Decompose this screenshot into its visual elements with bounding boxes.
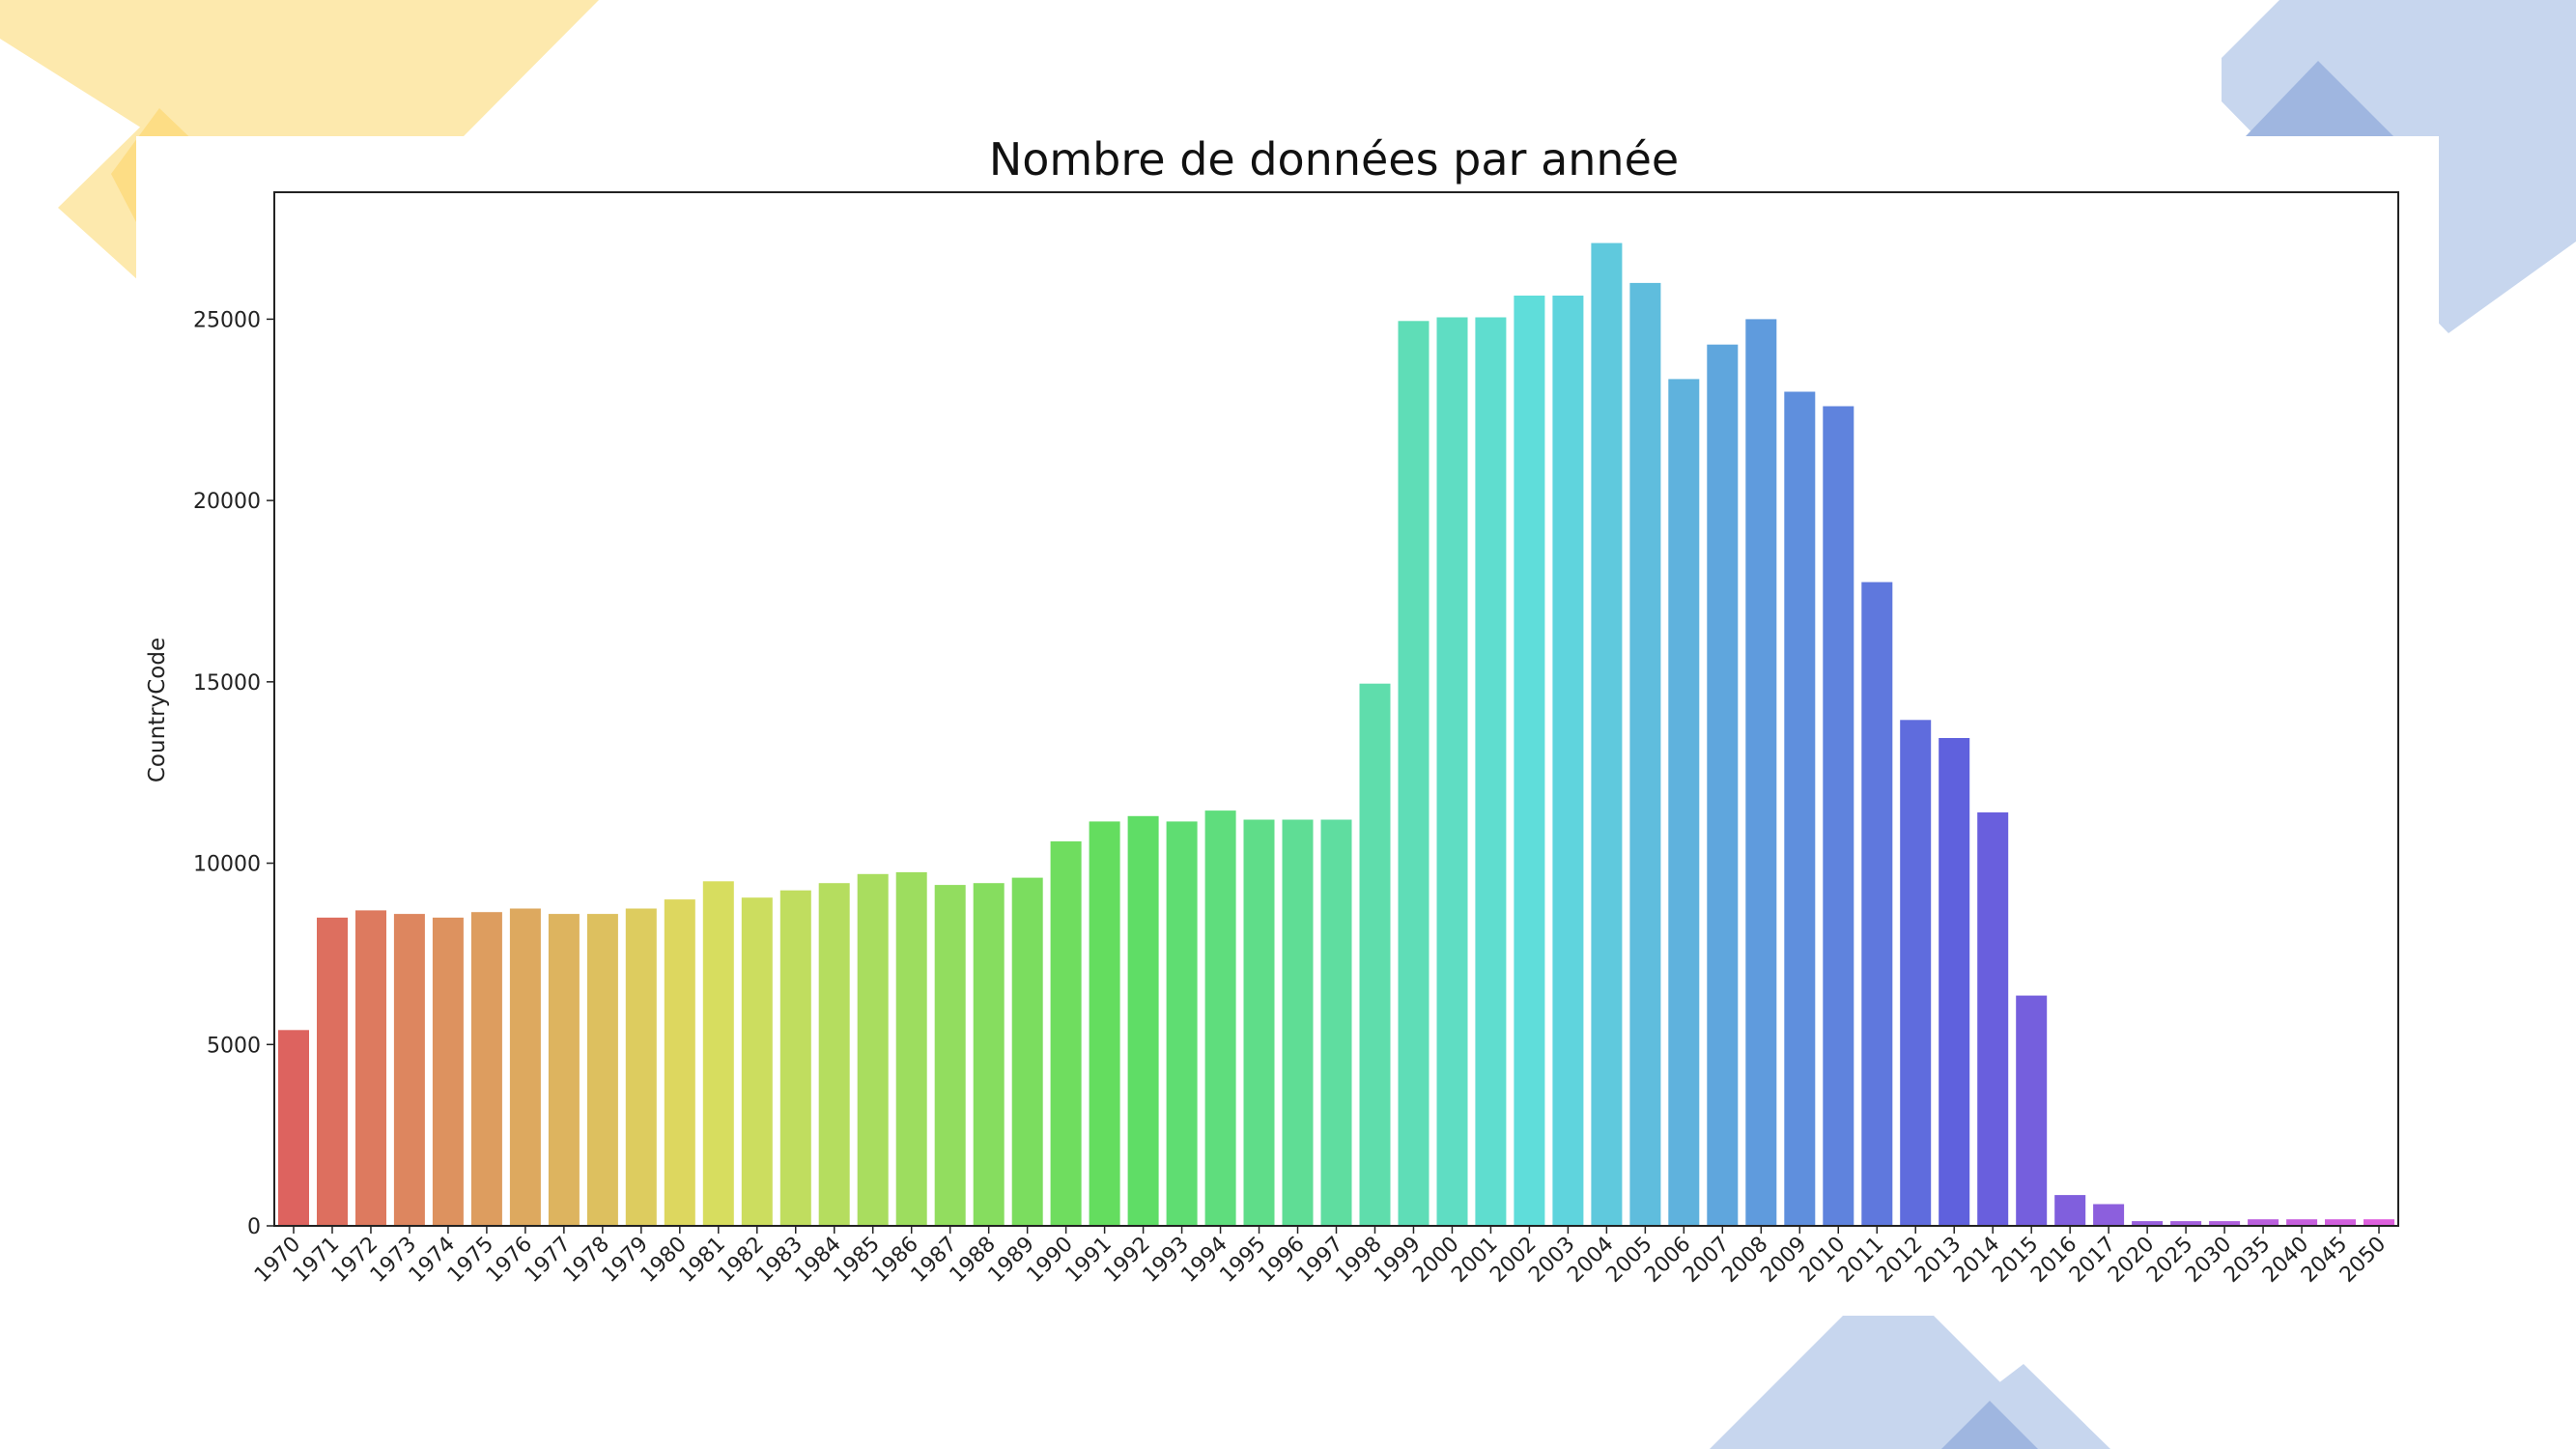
plot-frame: [273, 191, 2399, 1227]
bar-2003: [1552, 296, 1584, 1226]
bar-1977: [548, 914, 580, 1226]
y-tick-label-20000: 20000: [193, 490, 261, 514]
bar-2050: [2364, 1219, 2394, 1226]
bar-2015: [2016, 995, 2048, 1226]
bar-2045: [2325, 1219, 2356, 1226]
bar-1976: [509, 908, 541, 1226]
bar-1984: [818, 883, 850, 1226]
chart-title: Nombre de données par année: [989, 133, 1679, 185]
bar-2016: [2054, 1195, 2086, 1226]
bar-1982: [741, 897, 773, 1226]
bar-1973: [393, 914, 425, 1226]
bar-1994: [1204, 810, 1236, 1226]
y-axis: 0 5000 10000 15000 20000 25000: [193, 308, 274, 1239]
bar-2017: [2093, 1204, 2125, 1226]
bar-1995: [1243, 819, 1275, 1226]
bar-1992: [1127, 815, 1159, 1226]
bar-1983: [779, 890, 811, 1226]
bar-1974: [432, 917, 464, 1226]
bar-2008: [1745, 319, 1777, 1226]
bars: [278, 242, 2394, 1227]
bar-2010: [1823, 406, 1854, 1226]
bar-1975: [470, 912, 502, 1226]
bar-2040: [2286, 1219, 2318, 1226]
bar-1978: [586, 914, 618, 1226]
bar-1998: [1359, 683, 1391, 1226]
bar-1999: [1398, 321, 1430, 1226]
y-tick-label-0: 0: [247, 1215, 261, 1239]
decor-yellow-shape: [0, 0, 599, 136]
bar-2012: [1900, 720, 1932, 1226]
y-tick-label-5000: 5000: [207, 1034, 261, 1058]
y-tick-label-15000: 15000: [193, 671, 261, 696]
y-tick-label-10000: 10000: [193, 853, 261, 877]
bar-1972: [355, 910, 386, 1226]
decor-blue-bottom-accent: [1941, 1401, 2038, 1449]
bar-1997: [1320, 819, 1352, 1226]
bar-1987: [934, 885, 966, 1226]
bar-2000: [1436, 317, 1468, 1226]
bar-2002: [1514, 296, 1545, 1226]
bar-1990: [1050, 841, 1082, 1226]
bar-2035: [2248, 1219, 2279, 1226]
bar-2006: [1668, 379, 1700, 1226]
bar-2011: [1861, 582, 1893, 1226]
bar-1981: [702, 881, 734, 1226]
decor-blue-bottom-2: [1912, 1364, 2110, 1449]
y-axis-label: CountryCode: [145, 638, 170, 782]
bar-1986: [895, 871, 927, 1226]
bar-1985: [857, 873, 889, 1226]
bar-1970: [278, 1030, 309, 1226]
bar-1993: [1166, 821, 1198, 1226]
bar-2013: [1939, 738, 1970, 1226]
decor-blue-accent: [2246, 61, 2393, 136]
bar-1979: [625, 908, 657, 1226]
y-tick-label-25000: 25000: [193, 308, 261, 332]
bar-1989: [1011, 877, 1043, 1226]
bar-2009: [1784, 391, 1816, 1226]
bar-2001: [1475, 317, 1507, 1226]
bar-1991: [1089, 821, 1120, 1226]
bar-2020: [2132, 1221, 2164, 1226]
x-axis: 1970197119721973197419751976197719781979…: [250, 1226, 2391, 1288]
bar-2014: [1977, 812, 2009, 1226]
bar-2004: [1591, 242, 1623, 1227]
bar-1980: [664, 899, 695, 1226]
bar-2030: [2209, 1221, 2241, 1226]
bar-2007: [1707, 344, 1739, 1226]
bar-2005: [1629, 282, 1661, 1226]
bar-1988: [973, 883, 1005, 1226]
bar-2025: [2170, 1221, 2202, 1226]
x-tick-label-2050: 2050: [2335, 1233, 2391, 1288]
bar-1996: [1282, 819, 1314, 1226]
bar-1971: [317, 917, 348, 1226]
